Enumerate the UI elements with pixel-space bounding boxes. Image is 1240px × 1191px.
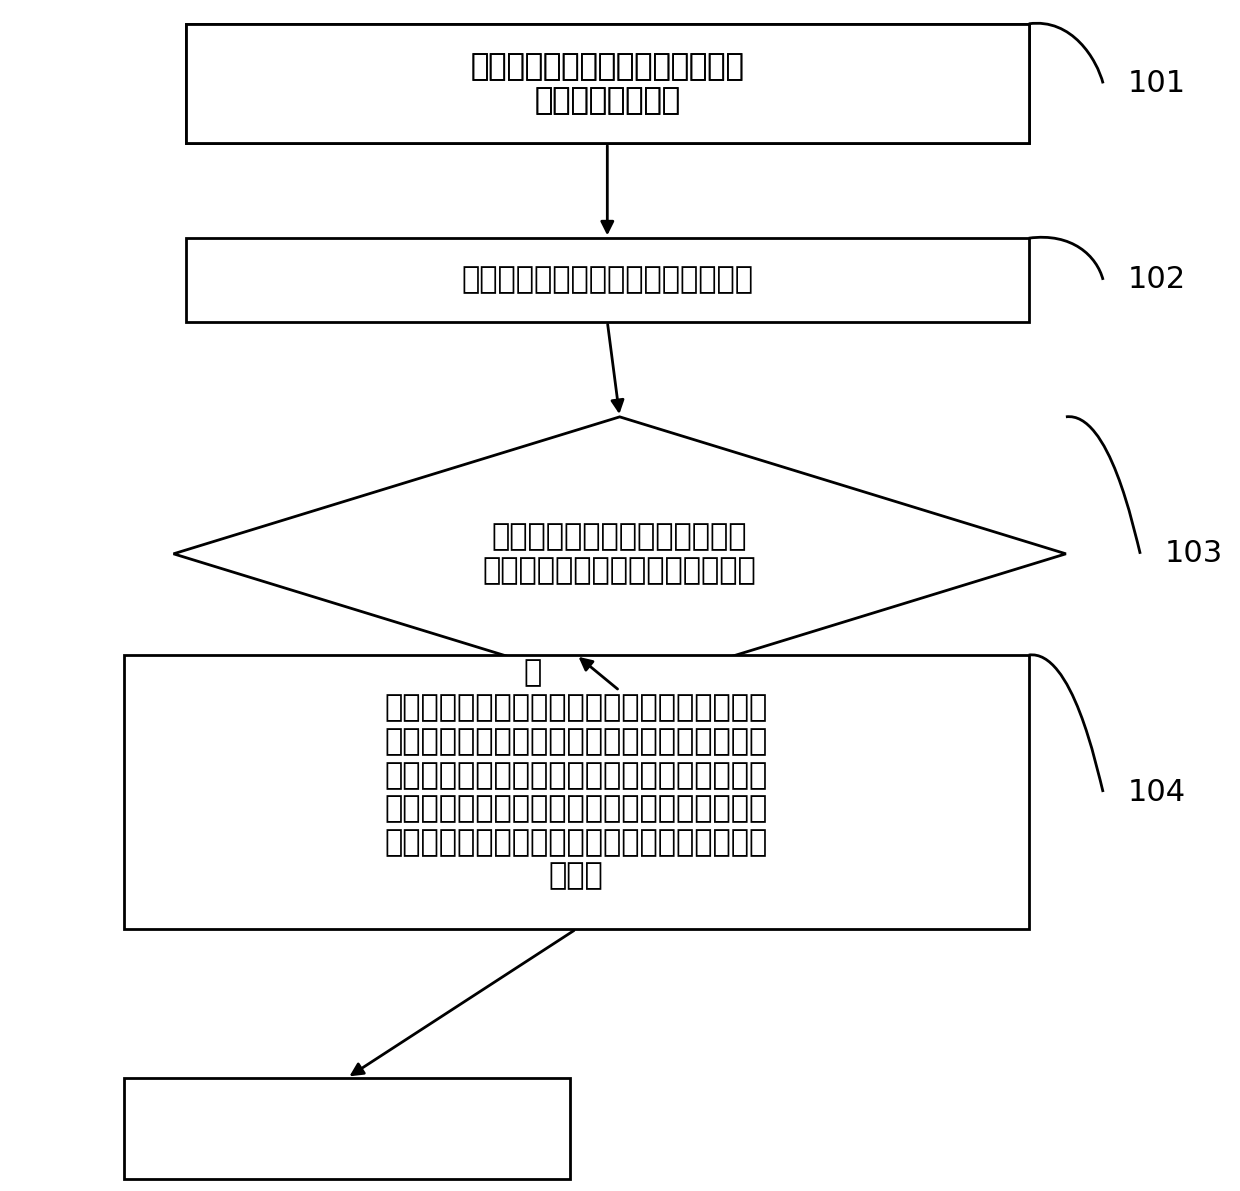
Text: 获取所有待聚类的样本的特征值，
以组成特征值集合: 获取所有待聚类的样本的特征值， 以组成特征值集合: [470, 52, 744, 114]
Text: 102: 102: [1128, 266, 1185, 294]
Text: 根据上述每一可用的计算设备的计算速度将上述
特征值集合中的所有特征值分配给至少一个计算
设备，以使上述至少一个计算设备在处理时间满
足预设条件的前提下对分配到的: 根据上述每一可用的计算设备的计算速度将上述 特征值集合中的所有特征值分配给至少一…: [384, 693, 768, 891]
Text: 特征值集合中任意两个特征值之
间的相似度是否均小于预设阈值？: 特征值集合中任意两个特征值之 间的相似度是否均小于预设阈值？: [482, 523, 756, 585]
Text: 101: 101: [1128, 69, 1185, 98]
Text: 否: 否: [523, 659, 542, 687]
FancyBboxPatch shape: [124, 1078, 570, 1179]
Text: 估计每一可用的计算设备的计算速度: 估计每一可用的计算设备的计算速度: [461, 266, 754, 294]
Text: 103: 103: [1166, 540, 1224, 568]
FancyBboxPatch shape: [186, 238, 1029, 322]
FancyBboxPatch shape: [186, 24, 1029, 143]
Text: 获取所有待聚类的样本的特征值，
以组成特征值集合: 获取所有待聚类的样本的特征值， 以组成特征值集合: [470, 52, 744, 114]
FancyBboxPatch shape: [186, 24, 1029, 143]
Text: 104: 104: [1128, 778, 1185, 806]
Polygon shape: [174, 417, 1066, 691]
FancyBboxPatch shape: [124, 655, 1029, 929]
